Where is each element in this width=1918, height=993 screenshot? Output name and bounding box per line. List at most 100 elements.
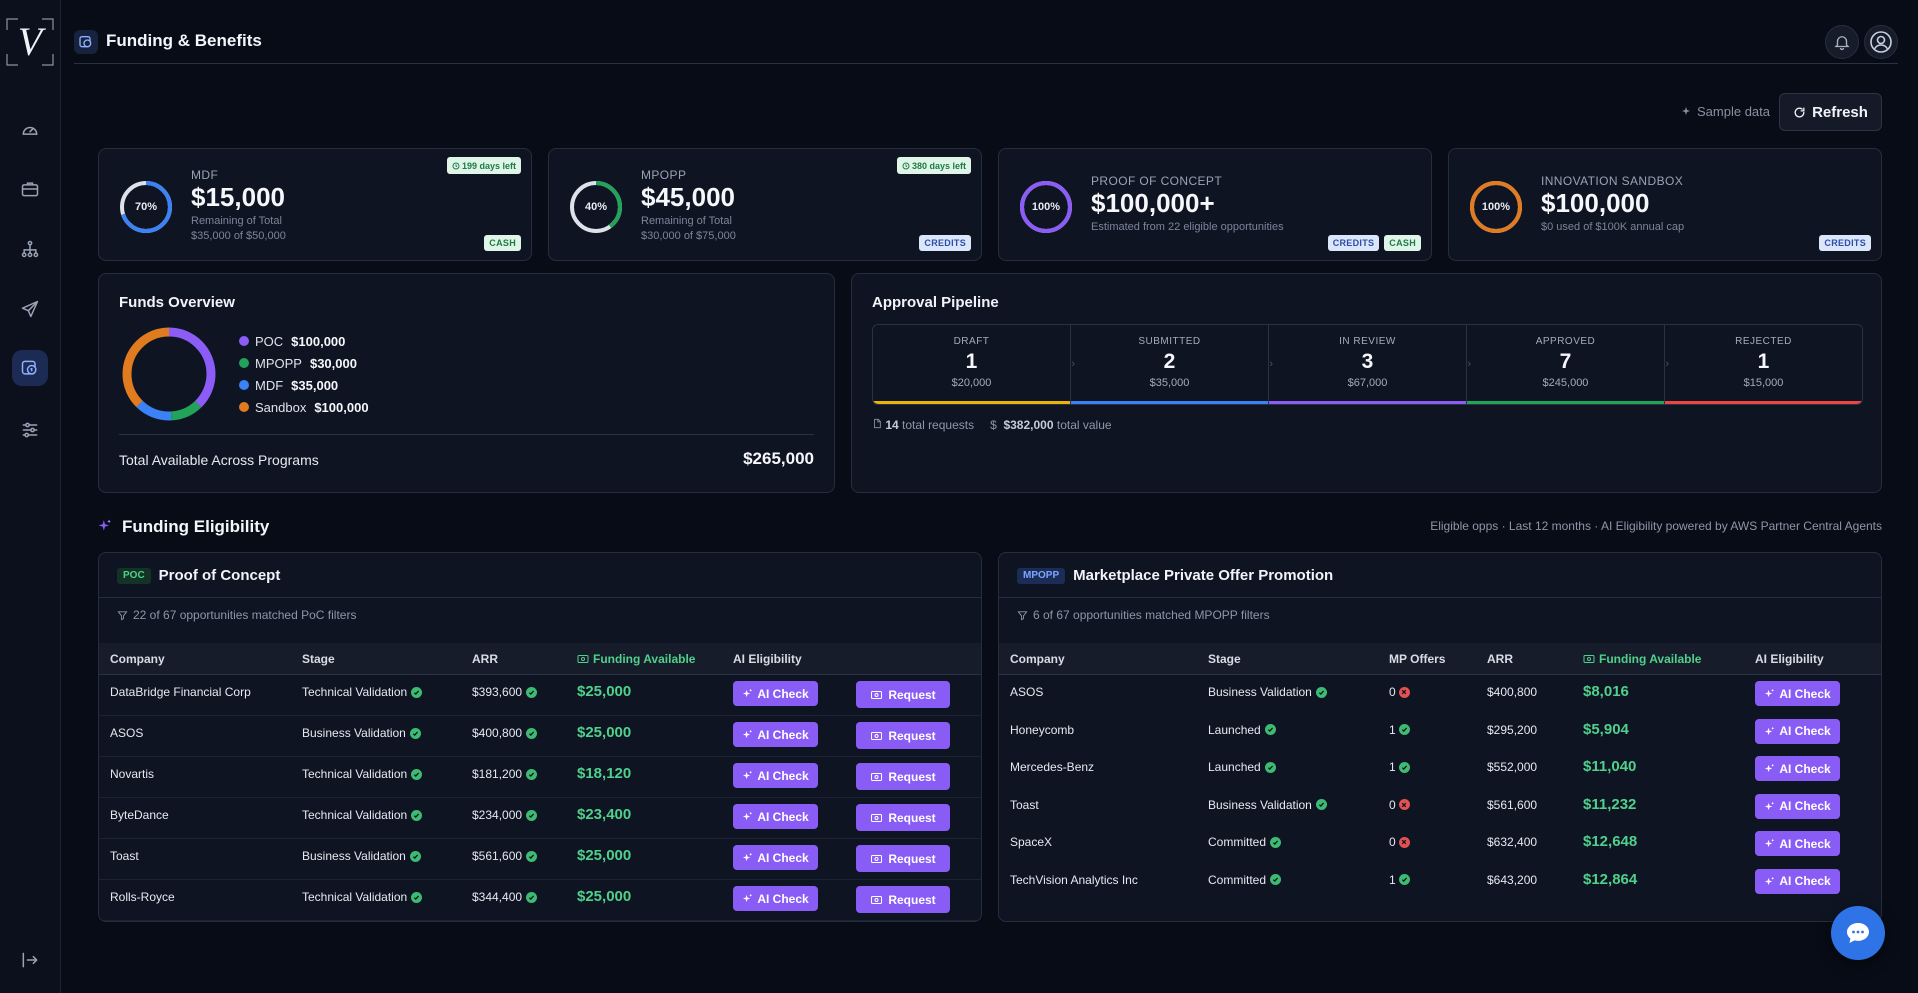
ai-check-button[interactable]: AI Check <box>1755 718 1840 744</box>
stage-submitted[interactable]: SUBMITTED 2 $35,000 › <box>1071 325 1273 404</box>
stage-amount: $20,000 <box>951 377 992 389</box>
request-button[interactable]: Request <box>856 845 950 872</box>
table-row[interactable]: DataBridge Financial Corp Technical Valid… <box>99 675 981 716</box>
check-icon <box>526 768 538 780</box>
donut-slice-mdf[interactable] <box>122 327 216 421</box>
stat-value: $15,000 <box>191 182 285 212</box>
nav-funding[interactable] <box>12 350 48 386</box>
request-button[interactable]: Request <box>856 722 950 749</box>
column-header[interactable]: AI Eligibility <box>733 652 802 666</box>
dollar-icon: $ <box>990 418 997 432</box>
stage-text: Launched <box>1208 722 1261 737</box>
sparkle-icon <box>1765 801 1775 810</box>
request-button[interactable]: Request <box>856 681 950 708</box>
table-row[interactable]: Mercedes-Benz Launched 1 $552,000 $11,040 AI … <box>999 750 1881 787</box>
stage-bar <box>1665 401 1862 404</box>
ai-check-button[interactable]: AI Check <box>1755 793 1840 819</box>
table-row[interactable]: Toast Business Validation $561,600 $25,000 A… <box>99 839 981 880</box>
ai-check-button[interactable]: AI Check <box>733 886 818 911</box>
ai-check-label: AI Check <box>1779 761 1831 776</box>
column-header[interactable]: MP Offers <box>1389 652 1446 666</box>
nav-dashboard[interactable] <box>12 112 48 148</box>
stage-count: 1 <box>1757 350 1770 373</box>
stage-in-review[interactable]: IN REVIEW 3 $67,000 › <box>1269 325 1471 404</box>
request-button[interactable]: Request <box>856 886 950 913</box>
mpopp-table-card: MPOPP Marketplace Private Offer Promotio… <box>998 552 1882 922</box>
cell-mp-offers: 1 <box>1389 723 1410 737</box>
ai-check-button[interactable]: AI Check <box>1755 681 1840 706</box>
column-header[interactable]: Company <box>1010 652 1065 666</box>
sparkle-icon <box>743 729 753 739</box>
x-icon <box>1398 686 1410 698</box>
stage-draft[interactable]: DRAFT 1 $20,000 › <box>873 325 1075 404</box>
table-row[interactable]: Toast Business Validation 0 $561,600 $11,232… <box>999 788 1881 825</box>
funding-icon <box>21 360 37 375</box>
column-header[interactable]: Stage <box>1208 652 1241 666</box>
cell-company: TechVision Analytics Inc <box>1010 872 1138 887</box>
nav-settings[interactable] <box>12 412 48 448</box>
request-button[interactable]: Request <box>856 804 950 831</box>
stage-approved[interactable]: APPROVED 7 $245,000 › <box>1467 325 1669 404</box>
tag-credits: CREDITS <box>919 235 971 251</box>
arr-text: $234,000 <box>472 808 523 822</box>
column-header[interactable]: Company <box>110 652 165 666</box>
table-title: Marketplace Private Offer Promotion <box>1073 567 1334 584</box>
offers-text: 1 <box>1389 722 1396 737</box>
collapse-sidebar-button[interactable] <box>12 942 48 978</box>
ai-check-button[interactable]: AI Check <box>733 763 818 788</box>
ring-percent: 40% <box>584 201 608 213</box>
funds-donut-chart <box>122 327 216 421</box>
cell-company: ASOS <box>1010 685 1044 699</box>
nav-opportunities[interactable] <box>12 171 48 207</box>
ai-check-button[interactable]: AI Check <box>1755 831 1840 856</box>
stage-text: Technical Validation <box>302 890 408 904</box>
legend-dot <box>239 380 249 390</box>
ai-check-button[interactable]: AI Check <box>1755 756 1840 781</box>
ring-fill <box>120 181 172 233</box>
column-header[interactable]: AI Eligibility <box>1755 652 1824 666</box>
ai-check-button[interactable]: AI Check <box>733 845 818 870</box>
ai-check-label: AI Check <box>757 891 809 906</box>
money-icon <box>1583 655 1595 663</box>
stage-count: 2 <box>1163 350 1176 373</box>
chevron-right-icon: › <box>1269 358 1273 370</box>
sparkle-icon <box>1765 688 1775 698</box>
check-icon <box>409 850 421 862</box>
column-header-funding[interactable]: Funding Available <box>577 652 695 666</box>
cell-arr: $181,200 <box>472 767 538 781</box>
donut-slice-sandbox[interactable] <box>122 327 216 421</box>
ai-check-button[interactable]: AI Check <box>733 722 818 747</box>
chat-button[interactable] <box>1831 906 1885 960</box>
ai-check-button[interactable]: AI Check <box>733 804 818 829</box>
table-row[interactable]: Novartis Technical Validation $181,200 $18,… <box>99 757 981 798</box>
column-header[interactable]: Stage <box>302 652 335 666</box>
nav-hierarchy[interactable] <box>12 231 48 267</box>
request-button[interactable]: Request <box>856 763 950 790</box>
table-row[interactable]: TechVision Analytics Inc Committed 1 $643,2… <box>999 863 1881 900</box>
cell-funding: $18,120 <box>577 765 632 782</box>
stage-bar <box>873 401 1070 404</box>
stage-count: 7 <box>1559 350 1572 373</box>
cell-company: SpaceX <box>1010 835 1053 849</box>
ai-check-button[interactable]: AI Check <box>733 681 818 706</box>
cell-stage: Business Validation <box>1208 685 1327 699</box>
column-header-funding[interactable]: Funding Available <box>1583 652 1701 666</box>
table-row[interactable]: Honeycomb Launched 1 $295,200 $5,904 AI Check <box>999 713 1881 750</box>
stat-sub: Remaining of Total <box>191 215 282 227</box>
logo-letter: V <box>17 18 43 64</box>
cell-arr: $400,800 <box>472 726 538 740</box>
table-row[interactable]: SpaceX Committed 0 $632,400 $12,648 AI Check <box>999 825 1881 862</box>
table-row[interactable]: ASOS Business Validation $400,800 $25,000 AI… <box>99 716 981 757</box>
table-row[interactable]: ASOS Business Validation 0 $400,800 $8,016 AI… <box>999 675 1881 712</box>
app-logo[interactable]: V <box>6 18 54 66</box>
table-row[interactable]: Rolls-Royce Technical Validation $344,400 $… <box>99 880 981 921</box>
refresh-button[interactable]: Refresh <box>1779 93 1882 131</box>
ai-check-button[interactable]: AI Check <box>1755 868 1840 894</box>
stage-rejected[interactable]: REJECTED 1 $15,000 <box>1665 325 1862 404</box>
profile-button[interactable] <box>1864 25 1898 59</box>
notifications-button[interactable] <box>1825 25 1859 59</box>
table-row[interactable]: ByteDance Technical Validation $234,000 $23… <box>99 798 981 839</box>
column-header[interactable]: ARR <box>1487 652 1513 666</box>
column-header[interactable]: ARR <box>472 652 498 666</box>
nav-send[interactable] <box>12 291 48 327</box>
